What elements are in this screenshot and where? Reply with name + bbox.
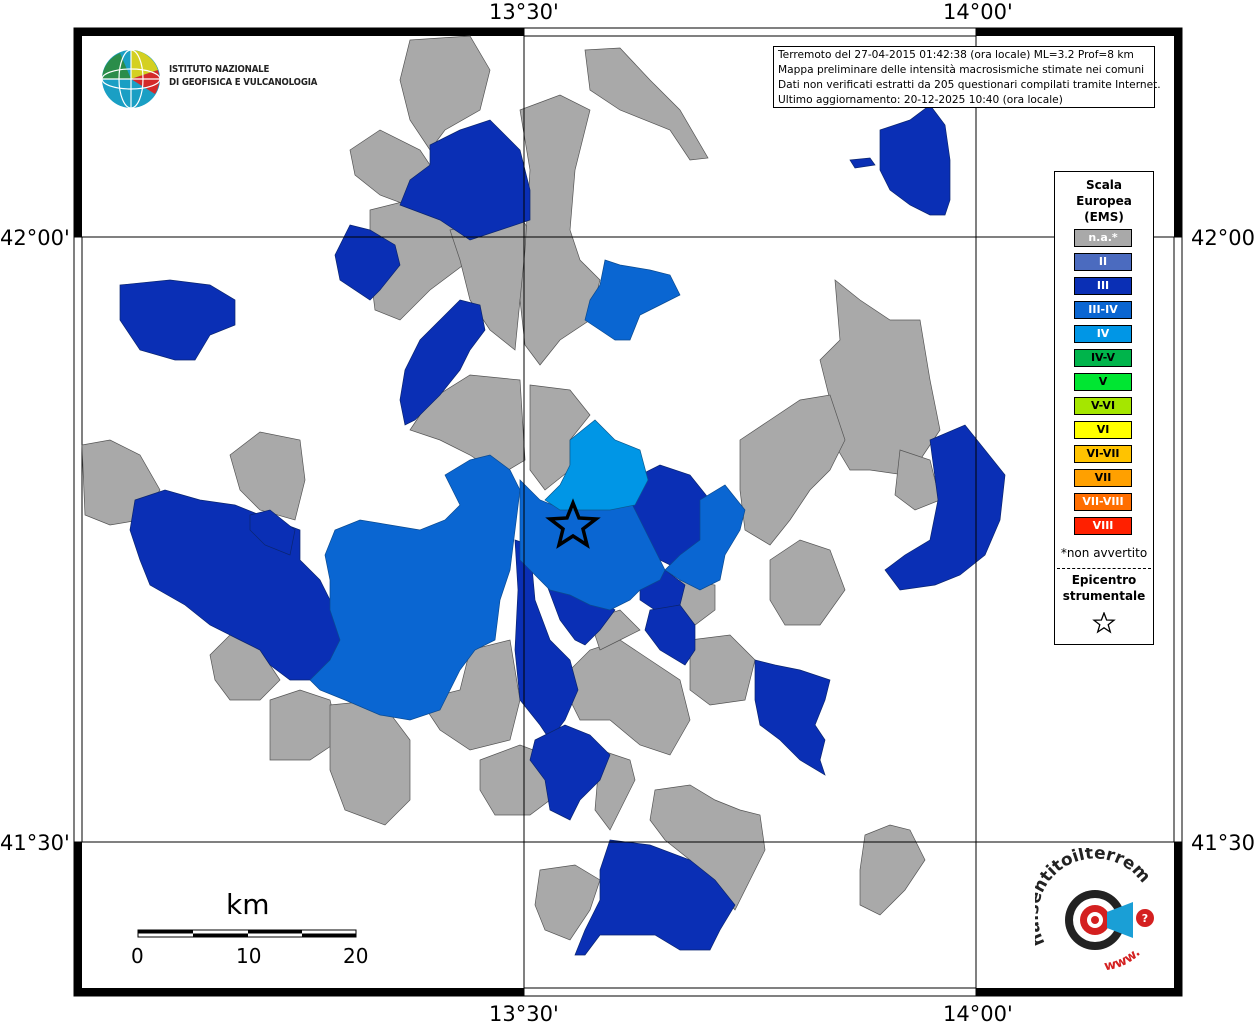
legend-item: VII-VIII bbox=[1074, 493, 1132, 511]
legend-epicenter-label: Epicentro strumentale bbox=[1055, 572, 1153, 604]
municipalities-iii bbox=[119, 104, 1006, 956]
top-lon-label-2: 14°00' bbox=[943, 0, 1013, 24]
map-frame bbox=[73, 27, 1183, 997]
legend-item: VII bbox=[1074, 469, 1132, 487]
legend-item: IV-V bbox=[1074, 349, 1132, 367]
left-lat-label-2: 41°30' bbox=[0, 831, 70, 855]
legend-divider bbox=[1057, 568, 1151, 569]
legend-item: VI bbox=[1074, 421, 1132, 439]
legend-title-line-1: Scala bbox=[1085, 178, 1123, 192]
legend-item: V bbox=[1074, 373, 1132, 391]
municipalities-iii-iv bbox=[309, 259, 746, 721]
left-lat-label-1: 42°00' bbox=[0, 226, 70, 250]
legend-note: *non avvertito bbox=[1060, 546, 1148, 560]
epicenter-star-icon bbox=[545, 498, 601, 549]
scalebar-unit: km bbox=[226, 888, 270, 921]
institute-line-2: DI GEOFISICA E VULCANOLOGIA bbox=[169, 77, 318, 88]
institute-line-1: ISTITUTO NAZIONALE bbox=[169, 64, 270, 75]
legend-item: IV bbox=[1074, 325, 1132, 343]
bottom-lon-label-2: 14°00' bbox=[943, 1002, 1013, 1026]
legend-title: Scala Europea (EMS) bbox=[1055, 177, 1153, 225]
ingv-logo-icon bbox=[101, 49, 161, 109]
municipalities-not-felt bbox=[81, 35, 941, 941]
intensity-legend: Scala Europea (EMS) n.a.* II III III-IV IV IV… bbox=[1054, 171, 1154, 645]
info-line-2: Mappa preliminare delle intensità macros… bbox=[778, 64, 1145, 76]
legend-item: VIII bbox=[1074, 517, 1132, 535]
info-line-4: Ultimo aggiornamento: 20-12-2025 10:40 (… bbox=[778, 94, 1063, 106]
legend-star-icon bbox=[1092, 612, 1116, 634]
event-info-box: Terremoto del 27-04-2015 01:42:38 (ora l… bbox=[773, 46, 1161, 108]
municipalities-iv bbox=[544, 419, 649, 511]
haisentito-logo-icon: ? haisentitoilterremoto.it www. bbox=[1035, 848, 1154, 974]
legend-epicenter-line-2: strumentale bbox=[1062, 589, 1146, 603]
legend-item: V-VI bbox=[1074, 397, 1132, 415]
graticule bbox=[82, 36, 1174, 988]
right-lat-label-2: 41°30' bbox=[1191, 831, 1256, 855]
legend-item: II bbox=[1074, 253, 1132, 271]
legend-title-line-2: Europea bbox=[1076, 194, 1132, 208]
legend-item: III bbox=[1074, 277, 1132, 295]
legend-title-line-3: (EMS) bbox=[1084, 210, 1124, 224]
bottom-lon-label-1: 13°30' bbox=[489, 1002, 559, 1026]
info-line-3: Dati non verificati estratti da 205 ques… bbox=[778, 79, 1161, 91]
scale-bar bbox=[137, 929, 357, 938]
info-line-1: Terremoto del 27-04-2015 01:42:38 (ora l… bbox=[778, 49, 1134, 61]
scalebar-tick-0: 0 bbox=[131, 944, 144, 968]
website-www: www. bbox=[1103, 945, 1143, 974]
scalebar-tick-20: 20 bbox=[343, 944, 369, 968]
svg-text:?: ? bbox=[1142, 912, 1148, 925]
institute-name: ISTITUTO NAZIONALE DI GEOFISICA E VULCAN… bbox=[169, 63, 317, 89]
legend-item: VI-VII bbox=[1074, 445, 1132, 463]
top-lon-label-1: 13°30' bbox=[489, 0, 559, 24]
legend-epicenter-line-1: Epicentro bbox=[1071, 573, 1137, 587]
right-lat-label-1: 42°00' bbox=[1191, 226, 1256, 250]
svg-text:www.: www. bbox=[1103, 945, 1143, 974]
legend-item: III-IV bbox=[1074, 301, 1132, 319]
legend-item: n.a.* bbox=[1074, 229, 1132, 247]
scalebar-tick-10: 10 bbox=[236, 944, 262, 968]
